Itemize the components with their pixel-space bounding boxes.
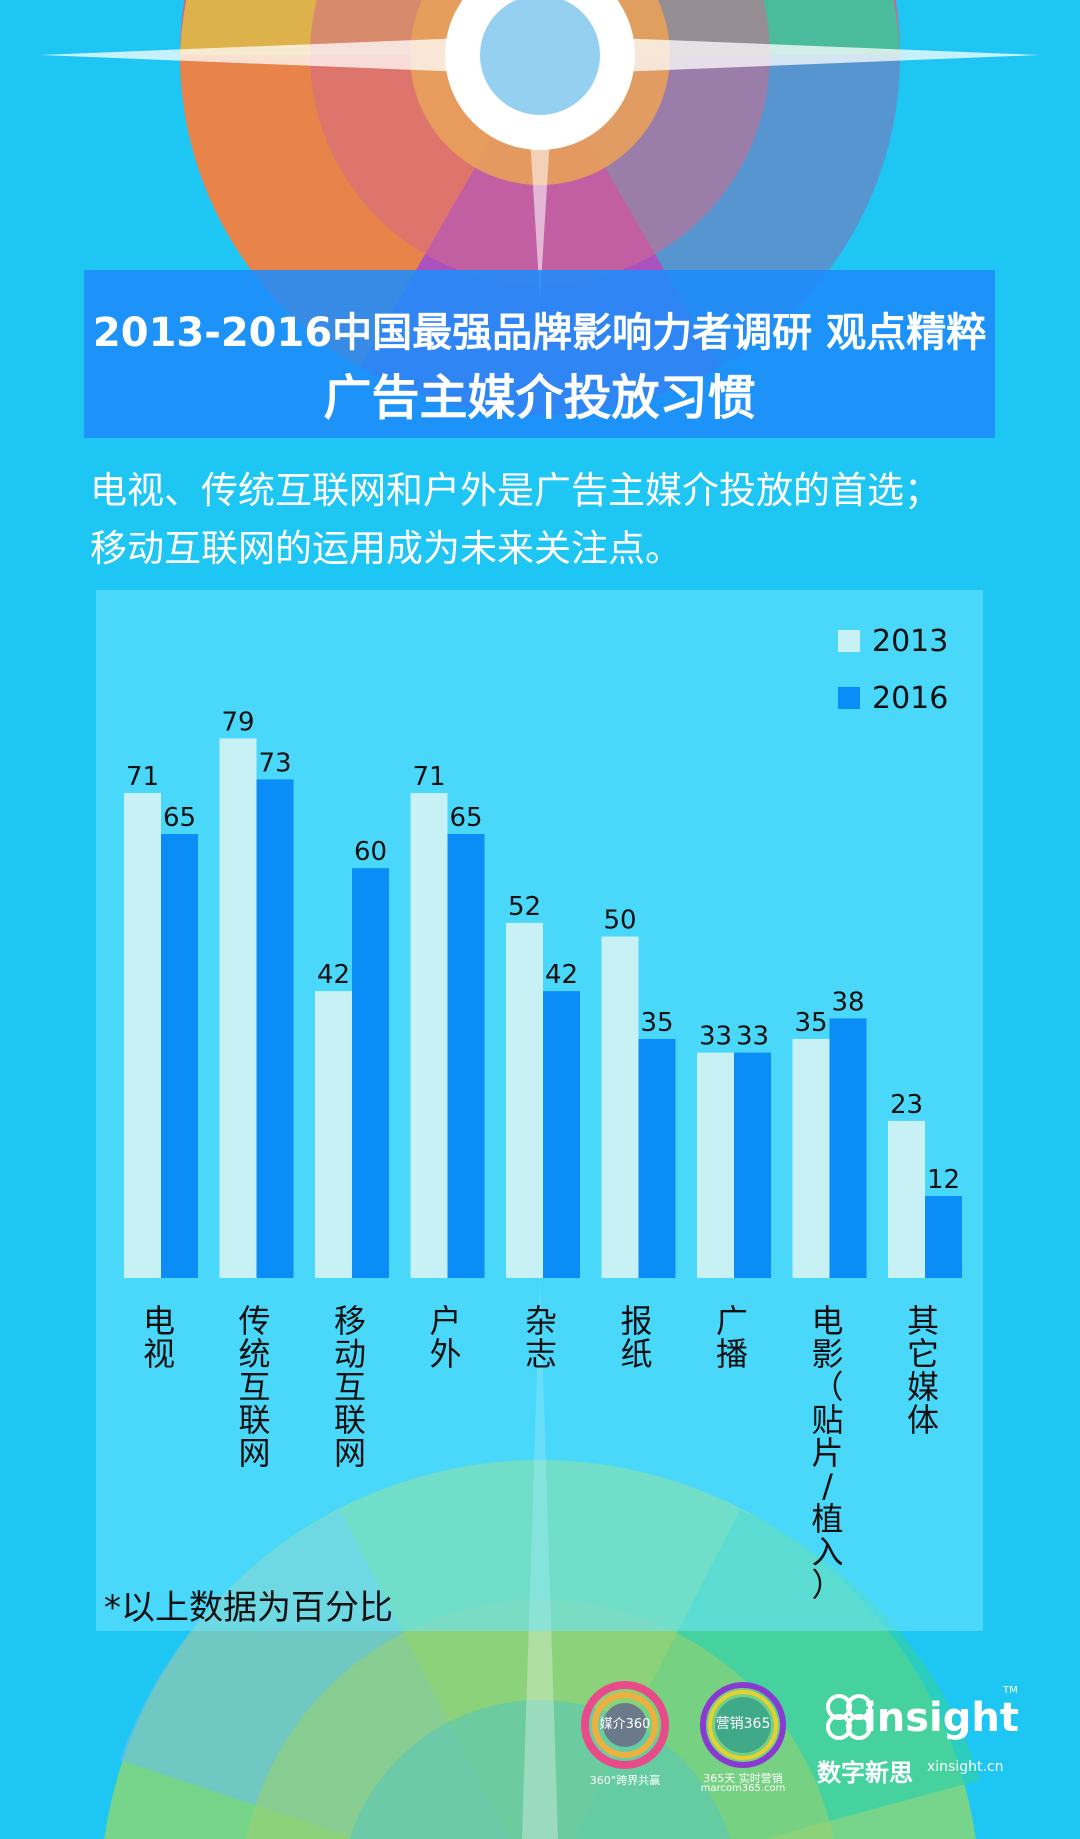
category-label: 互 <box>334 1368 366 1406</box>
category-label: 动 <box>334 1335 366 1373</box>
category-label: 杂 <box>525 1302 557 1340</box>
xinsight-logo: insight TM 数字新思 xinsight.cn <box>815 1685 1019 1787</box>
category-label: 联 <box>238 1401 270 1439</box>
title-line2: 广告主媒介投放习惯 <box>323 370 756 426</box>
data-label: 42 <box>545 960 578 990</box>
marcom-url: marcom365.com <box>700 1783 786 1794</box>
category-label: 广 <box>716 1302 748 1340</box>
marcom-name: 营销365 <box>715 1716 771 1732</box>
bar-2016 <box>447 834 485 1278</box>
marcom-caption: 365天 实时营销 <box>703 1772 783 1785</box>
data-label: 33 <box>736 1022 769 1052</box>
data-label: 71 <box>126 762 159 792</box>
category-label: 互 <box>238 1368 270 1406</box>
category-label: 视 <box>143 1335 175 1373</box>
xinsight-url: xinsight.cn <box>927 1759 1004 1775</box>
category-label: 报 <box>620 1302 652 1340</box>
bar-2013 <box>315 991 352 1278</box>
xinsight-name: insight <box>863 1695 1019 1741</box>
meijie-caption: 360°跨界共赢 <box>589 1774 661 1787</box>
intro-line2: 移动互联网的运用成为未来关注点。 <box>90 527 682 570</box>
data-label: 35 <box>640 1008 673 1038</box>
category-label: 影 <box>811 1335 843 1373</box>
legend-label: 2016 <box>872 681 948 716</box>
category-label: 入 <box>811 1533 843 1571</box>
bar-2016 <box>543 991 580 1278</box>
bar-2013 <box>601 936 639 1278</box>
bar-2016 <box>638 1038 676 1278</box>
category-label: （ <box>811 1368 843 1406</box>
bar-2016 <box>161 834 198 1278</box>
legend-label: 2013 <box>872 624 948 659</box>
legend-swatch <box>838 687 860 709</box>
data-label: 38 <box>831 987 864 1017</box>
category-label: 传 <box>238 1302 270 1340</box>
category-label: 体 <box>907 1401 939 1439</box>
data-label: 52 <box>508 892 541 922</box>
category-label: ） <box>811 1566 843 1604</box>
title-banner: 2013-2016中国最强品牌影响力者调研 观点精粹 广告主媒介投放习惯 <box>84 270 995 438</box>
title-line1: 2013-2016中国最强品牌影响力者调研 观点精粹 <box>92 310 987 356</box>
category-label: 贴 <box>811 1401 843 1439</box>
xinsight-flower-icon <box>826 1694 872 1740</box>
category-label: 志 <box>525 1335 557 1373</box>
category-label: 媒 <box>907 1368 939 1406</box>
category-label: 户 <box>429 1302 461 1340</box>
data-label: 35 <box>794 1008 827 1038</box>
bar-2016 <box>734 1052 771 1278</box>
bar-2016 <box>256 779 294 1278</box>
category-label: 统 <box>238 1335 270 1373</box>
data-label: 65 <box>449 803 482 833</box>
legend-swatch <box>838 630 860 652</box>
bar-chart: 7165电视7973传统互联网4260移动互联网7165户外5242杂志5035… <box>124 624 962 1604</box>
intro-text: 电视、传统互联网和户外是广告主媒介投放的首选； 移动互联网的运用成为未来关注点。 <box>90 462 1030 578</box>
xinsight-cn: 数字新思 <box>817 1759 913 1787</box>
bar-2013 <box>697 1052 734 1278</box>
category-label: 植 <box>811 1500 843 1538</box>
category-label: / <box>822 1467 833 1505</box>
bar-2013 <box>219 738 257 1278</box>
data-label: 73 <box>258 748 291 778</box>
category-label: 电 <box>811 1302 843 1340</box>
data-label: 33 <box>699 1022 732 1052</box>
category-label: 联 <box>334 1401 366 1439</box>
data-label: 79 <box>221 707 254 737</box>
category-label: 它 <box>907 1335 939 1373</box>
bar-2013 <box>888 1120 925 1278</box>
bar-2016 <box>352 868 389 1278</box>
data-label: 60 <box>354 837 387 867</box>
xinsight-tm: TM <box>1003 1685 1018 1696</box>
category-label: 电 <box>143 1302 175 1340</box>
bar-2013 <box>792 1038 830 1278</box>
bar-2013 <box>506 922 543 1278</box>
meijie360-logo: 媒介360 360°跨界共赢 <box>580 1680 670 1790</box>
data-label: 23 <box>890 1090 923 1120</box>
data-label: 71 <box>412 762 445 792</box>
category-label: 外 <box>429 1335 461 1373</box>
data-label: 42 <box>317 960 350 990</box>
data-label: 65 <box>163 803 196 833</box>
data-label: 50 <box>603 906 636 936</box>
bar-2013 <box>410 793 448 1278</box>
bar-2016 <box>925 1196 962 1278</box>
category-label: 其 <box>907 1302 939 1340</box>
category-label: 纸 <box>620 1335 652 1373</box>
bar-2013 <box>124 793 161 1278</box>
bar-2016 <box>829 1018 867 1278</box>
intro-line1: 电视、传统互联网和户外是广告主媒介投放的首选； <box>90 469 941 512</box>
category-label: 网 <box>238 1434 270 1472</box>
category-label: 移 <box>334 1302 366 1340</box>
footnote: *以上数据为百分比 <box>104 1588 393 1628</box>
meijie-name: 媒介360 <box>599 1717 651 1732</box>
chart-panel: 71 65 电视 79 73 传统互联网 42 60 移动互联网 71 65 户外 52 42 杂志 50 35… <box>96 590 983 1631</box>
category-label: 播 <box>716 1335 748 1373</box>
data-label: 12 <box>927 1165 960 1195</box>
marcom365-logo: 营销365 365天 实时营销 marcom365.com <box>698 1680 788 1794</box>
category-label: 片 <box>811 1434 843 1472</box>
category-label: 网 <box>334 1434 366 1472</box>
